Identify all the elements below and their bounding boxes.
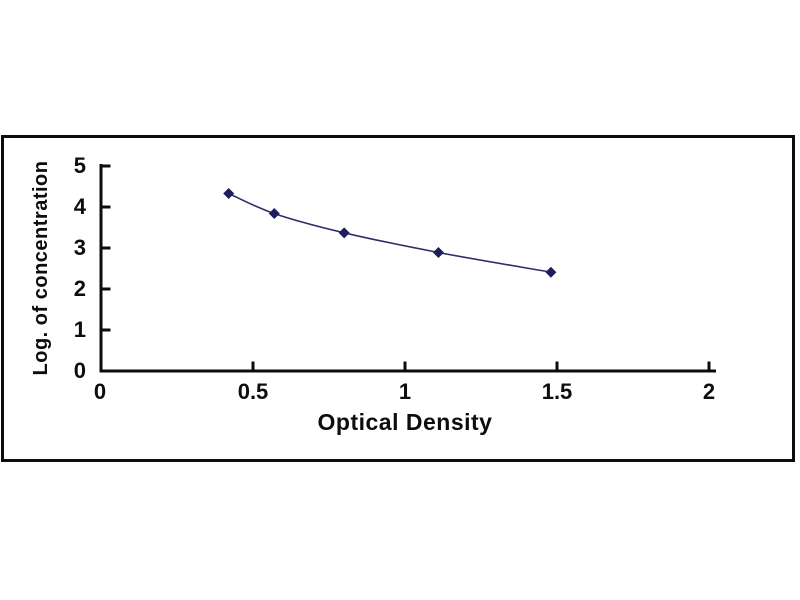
y-tick-label-2: 2: [73, 276, 86, 301]
x-axis-title: Optical Density: [317, 409, 493, 435]
x-tick-label-0: 0: [93, 379, 107, 404]
y-tick-label-5: 5: [73, 153, 86, 178]
x-tick-label-2: 2: [702, 379, 716, 404]
x-tick-label-1: 1: [398, 379, 412, 404]
chart-panel-frame: [1, 135, 795, 462]
y-tick-label-0: 0: [73, 358, 86, 383]
y-tick-label-3: 3: [73, 235, 86, 260]
x-tick-label-0-5: 0.5: [237, 379, 269, 404]
y-tick-label-1: 1: [73, 317, 86, 342]
x-tick-label-1-5: 1.5: [541, 379, 573, 404]
y-tick-label-4: 4: [73, 194, 86, 219]
y-axis-title: Log. of concentration: [30, 160, 52, 376]
